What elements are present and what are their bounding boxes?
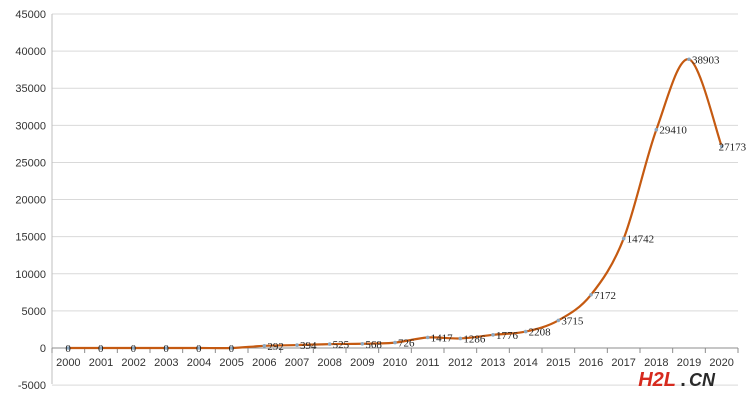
y-tick-label: 40000 <box>15 46 46 58</box>
data-labels: 0 0 0 0 0 0 292 394 525 568 726 1417 1286 1776 2208 371… <box>65 54 746 355</box>
watermark-h2l: H2L <box>638 369 676 391</box>
x-tick-label: 2019 <box>677 357 701 369</box>
series-layer <box>66 57 724 350</box>
data-point <box>491 333 495 337</box>
x-tick-label: 2014 <box>513 357 537 369</box>
x-tick-label: 2010 <box>383 357 407 369</box>
data-point <box>458 336 463 341</box>
data-label: 525 <box>333 339 350 351</box>
data-label: 0 <box>98 343 104 355</box>
x-tick-label: 2011 <box>416 357 440 369</box>
data-label: 0 <box>196 343 202 355</box>
series-line <box>68 58 723 350</box>
y-tick-label: 0 <box>40 343 46 355</box>
gridlines <box>52 13 738 386</box>
data-label: 1417 <box>431 332 454 344</box>
x-tick-label: 2002 <box>121 357 145 369</box>
data-point <box>66 346 71 350</box>
data-point <box>99 346 103 350</box>
data-label: 2208 <box>529 327 552 339</box>
data-point <box>719 144 724 149</box>
x-tick-label: 2007 <box>285 357 309 369</box>
data-label: 0 <box>65 343 71 355</box>
y-tick-label: 30000 <box>15 120 46 132</box>
x-tick-label: 2006 <box>252 357 276 369</box>
x-tick-label: 2017 <box>611 357 635 369</box>
data-point <box>589 292 593 297</box>
data-label: 0 <box>131 343 137 355</box>
watermark-dot: . <box>680 369 686 391</box>
data-label: 7172 <box>594 290 616 302</box>
data-label: 29410 <box>659 125 687 137</box>
data-point <box>687 57 691 62</box>
data-label: 726 <box>398 338 415 350</box>
y-tick-label: -5000 <box>18 380 46 392</box>
x-tick-label: 2003 <box>154 357 178 369</box>
x-tick-label: 2018 <box>644 357 668 369</box>
x-tick-label: 2000 <box>56 357 80 369</box>
x-tick-label: 2004 <box>187 357 211 369</box>
data-point <box>425 335 430 340</box>
data-point <box>164 346 169 350</box>
x-tick-label: 2020 <box>709 357 733 369</box>
data-point <box>360 341 365 346</box>
data-label: 568 <box>365 339 382 351</box>
data-label: 292 <box>267 341 284 353</box>
data-point <box>621 236 626 241</box>
data-label: 0 <box>229 343 235 355</box>
x-tick-label: 2009 <box>350 357 374 369</box>
x-tick-label: 2005 <box>219 357 243 369</box>
data-point <box>327 342 332 346</box>
watermark-cn: CN <box>689 370 716 390</box>
data-point <box>556 318 561 323</box>
axes: -500005000100001500020000250003000035000… <box>15 9 739 392</box>
data-label: 394 <box>300 340 317 352</box>
data-label: 1286 <box>463 333 486 345</box>
data-label: 1776 <box>496 330 519 342</box>
x-tick-label: 2012 <box>448 357 472 369</box>
x-tick-label: 2008 <box>317 357 341 369</box>
y-tick-label: 5000 <box>22 306 46 318</box>
data-label: 3715 <box>561 315 584 327</box>
y-tick-label: 35000 <box>15 83 46 95</box>
x-tick-label: 2001 <box>89 357 113 369</box>
data-label: 0 <box>163 343 169 355</box>
y-tick-label: 15000 <box>15 232 46 244</box>
data-point <box>197 346 201 350</box>
data-point <box>393 340 397 345</box>
y-tick-label: 45000 <box>15 9 46 21</box>
data-label: 38903 <box>692 54 720 66</box>
data-point <box>131 346 136 350</box>
data-point <box>229 346 234 350</box>
data-point <box>295 343 299 347</box>
x-tick-label: 2013 <box>481 357 505 369</box>
y-tick-label: 25000 <box>15 157 46 169</box>
x-tick-label: 2016 <box>579 357 603 369</box>
y-tick-label: 10000 <box>15 269 46 281</box>
data-label: 14742 <box>627 234 655 246</box>
data-point <box>523 329 528 334</box>
y-tick-label: 20000 <box>15 195 46 207</box>
data-point <box>262 344 267 348</box>
watermark-logo: H2L . CN <box>638 369 716 391</box>
data-label: 27173 <box>719 141 747 153</box>
x-tick-label: 2015 <box>546 357 570 369</box>
data-point <box>654 127 659 132</box>
